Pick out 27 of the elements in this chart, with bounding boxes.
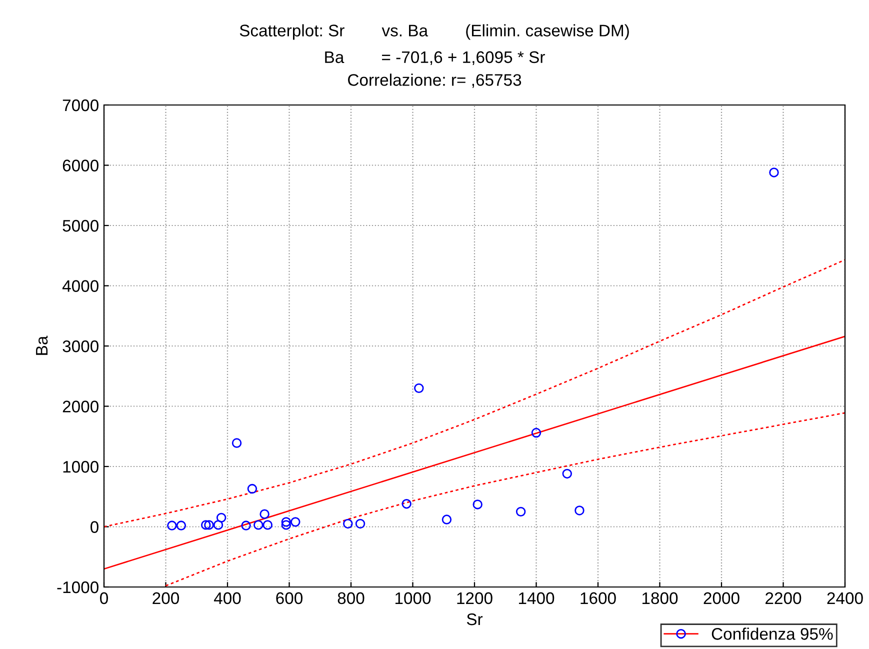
x-tick-label: 800 [338, 592, 364, 604]
y-tick-label: 3000 [62, 340, 98, 352]
y-tick-label: 0 [90, 521, 98, 533]
y-tick-label: 5000 [62, 220, 98, 232]
y-tick-label: -1000 [57, 581, 98, 594]
chart-title: Scatterplot: Sr vs. Ba (Elimin. casewise DM) [240, 24, 629, 40]
y-tick-label: 7000 [62, 99, 98, 112]
chart-subtitle: Ba = -701,6 + 1,6095 * Sr Correlazione: r= ,65753 [325, 51, 545, 88]
x-tick-label: 1800 [642, 592, 678, 604]
y-tick-label: 2000 [62, 400, 98, 412]
x-tick-label: 0 [100, 592, 108, 604]
x-tick-label: 1400 [518, 592, 554, 604]
y-tick-label: 1000 [63, 460, 98, 473]
y-tick-label: 4000 [62, 280, 98, 292]
x-tick-label: 1000 [395, 592, 431, 604]
x-tick-label: 2000 [704, 592, 740, 604]
x-tick-label: 400 [214, 592, 241, 604]
y-tick-label: 6000 [62, 160, 98, 172]
legend-label: Confidenza 95% [712, 628, 833, 640]
x-tick-label: 2400 [827, 592, 863, 604]
x-tick-label: 600 [276, 592, 303, 604]
y-axis-title: Ba [36, 336, 48, 355]
x-tick-label: 200 [152, 592, 180, 604]
x-tick-label: 1200 [457, 592, 492, 604]
x-axis-title: Sr [466, 613, 483, 626]
x-tick-label: 2200 [766, 592, 802, 604]
x-tick-label: 1600 [580, 592, 616, 604]
